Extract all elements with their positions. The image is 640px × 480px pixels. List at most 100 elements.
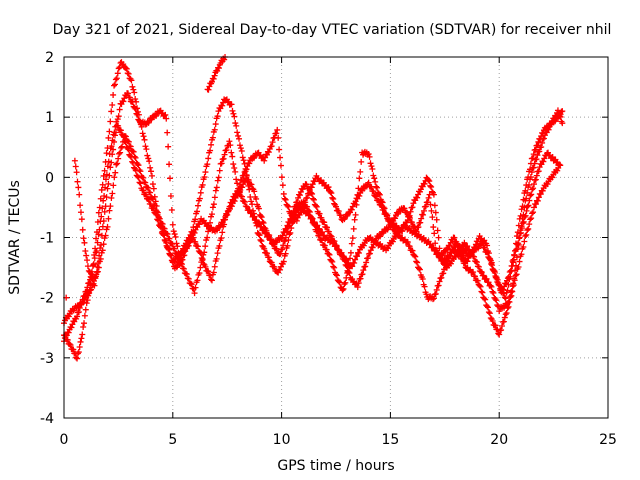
data-point: [114, 70, 121, 77]
data-point: [140, 133, 147, 140]
data-point: [209, 204, 216, 211]
data-point: [316, 225, 323, 232]
data-point: [526, 197, 533, 204]
data-point: [122, 65, 129, 72]
data-point: [108, 195, 115, 202]
data-point: [488, 259, 495, 266]
data-point: [440, 270, 447, 277]
data-point: [534, 152, 541, 159]
data-point: [356, 175, 363, 182]
data-point: [135, 162, 142, 169]
data-point: [74, 178, 81, 185]
data-point: [440, 257, 447, 264]
data-point: [150, 201, 157, 208]
data-point: [145, 196, 152, 203]
data-point: [416, 266, 423, 273]
data-point: [489, 288, 496, 295]
x-tick-label: 25: [599, 432, 617, 448]
data-point: [210, 75, 217, 82]
y-tick-label: 0: [45, 170, 54, 186]
data-point: [531, 181, 538, 188]
data-point: [80, 324, 87, 331]
data-point: [311, 219, 318, 226]
data-point: [105, 215, 112, 222]
data-point: [174, 251, 181, 258]
data-point: [341, 281, 348, 288]
data-point: [492, 273, 499, 280]
data-point: [98, 213, 105, 220]
data-point: [128, 77, 135, 84]
data-point: [130, 86, 137, 93]
data-point: [507, 273, 514, 280]
data-point: [434, 227, 441, 234]
data-point: [496, 331, 503, 338]
data-point: [73, 169, 80, 176]
data-point: [145, 184, 152, 191]
data-point: [449, 247, 456, 254]
data-point: [280, 190, 287, 197]
data-point: [263, 230, 270, 237]
data-point: [401, 205, 408, 212]
data-point: [202, 169, 209, 176]
data-point: [77, 338, 84, 345]
data-point: [427, 241, 434, 248]
y-tick-label: -1: [40, 231, 54, 247]
data-point: [530, 151, 537, 158]
data-point: [221, 221, 228, 228]
data-point: [489, 318, 496, 325]
data-point: [233, 122, 240, 129]
data-point: [343, 256, 350, 263]
data-point: [363, 259, 370, 266]
data-point: [94, 268, 101, 275]
data-point: [340, 253, 347, 260]
data-point: [210, 201, 217, 208]
data-point: [137, 168, 144, 175]
data-point: [326, 251, 333, 258]
data-point: [526, 166, 533, 173]
data-point: [164, 231, 171, 238]
data-point: [342, 279, 349, 286]
data-point: [292, 203, 299, 210]
data-point: [235, 132, 242, 139]
data-point: [230, 110, 237, 117]
data-point: [331, 264, 338, 271]
data-point: [226, 203, 233, 210]
data-point: [219, 102, 226, 109]
data-point: [168, 252, 175, 259]
data-point: [377, 201, 384, 208]
data-point: [422, 203, 429, 210]
data-point: [103, 194, 110, 201]
data-point: [197, 264, 204, 271]
data-point: [498, 327, 505, 334]
data-point: [147, 164, 154, 171]
data-point: [352, 211, 359, 218]
data-point: [325, 184, 332, 191]
data-point: [134, 111, 141, 118]
data-point: [349, 263, 356, 270]
data-point: [194, 202, 201, 209]
data-point: [285, 203, 292, 210]
data-point: [356, 192, 363, 199]
data-point: [479, 289, 486, 296]
data-point: [136, 167, 143, 174]
data-point: [213, 184, 220, 191]
data-point: [208, 141, 215, 148]
data-point: [495, 330, 502, 337]
data-point: [236, 135, 243, 142]
data-point: [514, 229, 521, 236]
data-point: [529, 186, 536, 193]
data-point: [520, 196, 527, 203]
data-point: [174, 243, 181, 250]
data-point: [478, 288, 485, 295]
data-point: [277, 266, 284, 273]
data-point: [516, 215, 523, 222]
data-point: [523, 231, 530, 238]
data-point: [435, 251, 442, 258]
data-point: [113, 161, 120, 168]
series-track-d: [61, 132, 564, 327]
data-point: [84, 263, 91, 270]
data-point: [498, 323, 505, 330]
x-axis-label: GPS time / hours: [277, 458, 394, 474]
data-point: [559, 108, 566, 115]
data-point: [559, 120, 566, 127]
